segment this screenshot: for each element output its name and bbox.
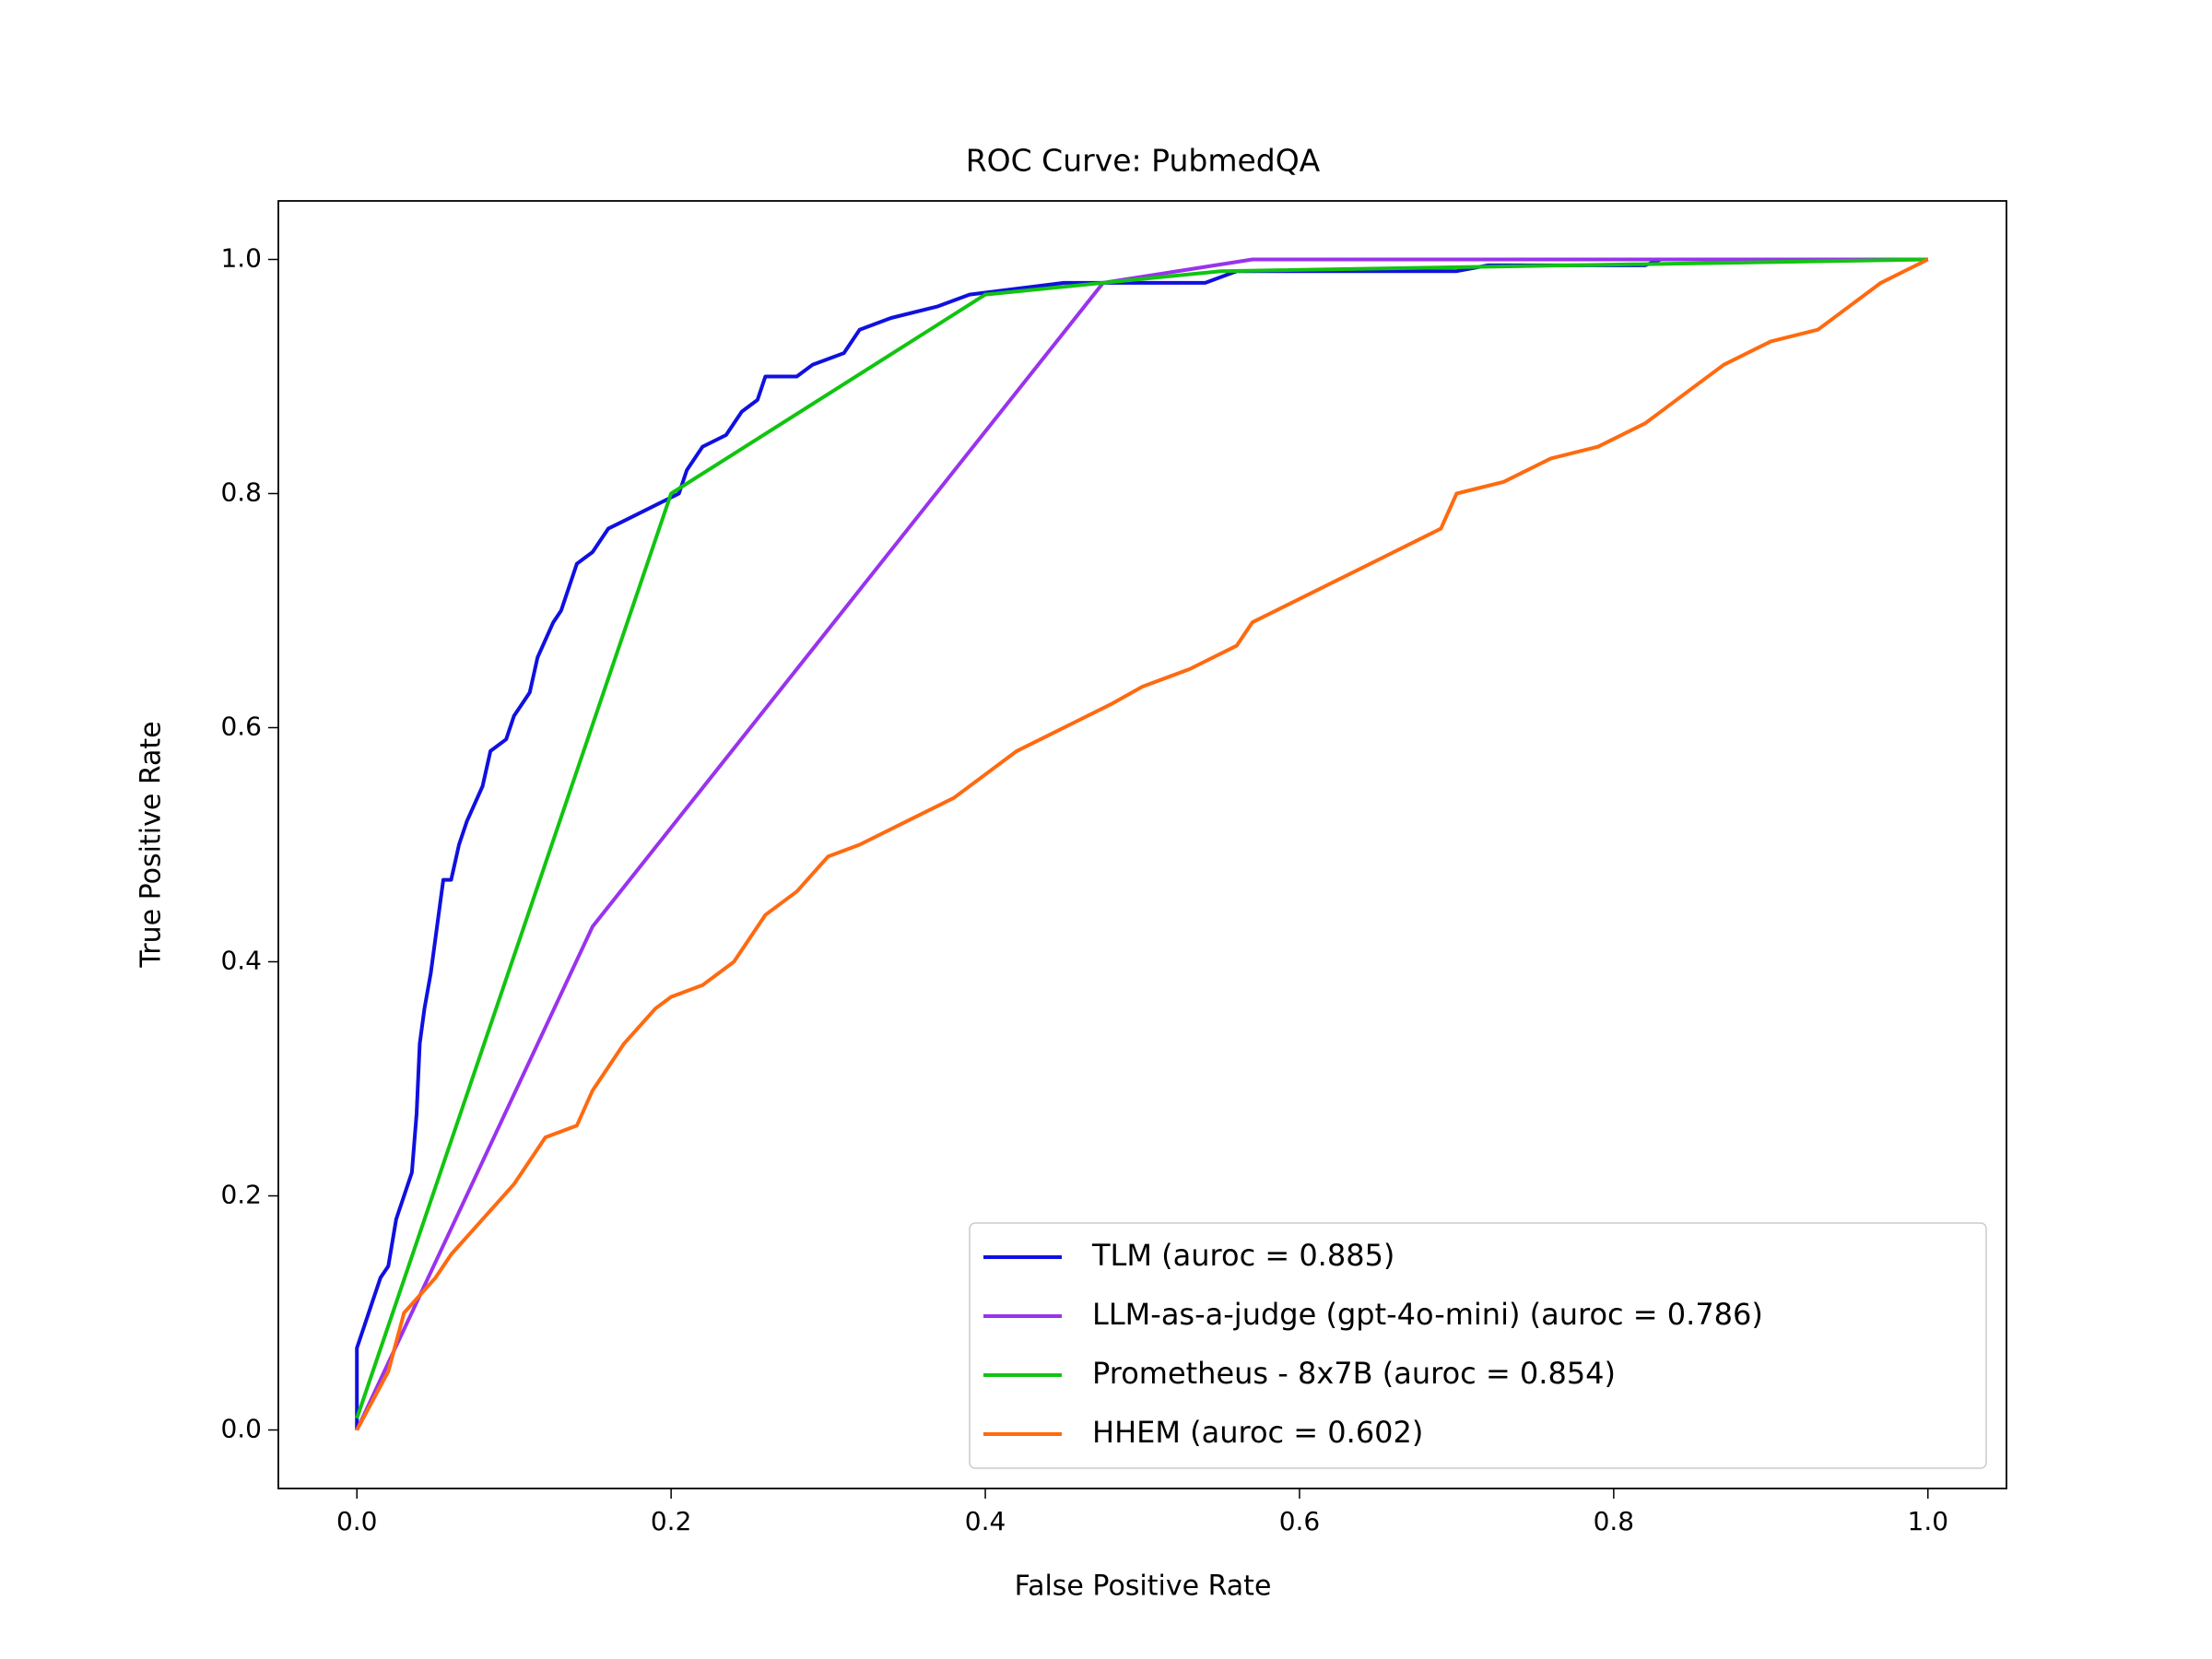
y-axis-label: True Positive Rate xyxy=(135,721,168,968)
y-tick-label: 1.0 xyxy=(220,243,262,274)
legend-label: Prometheus - 8x7B (auroc = 0.854) xyxy=(1092,1356,1616,1391)
y-tick-label: 0.8 xyxy=(220,477,262,508)
legend-box xyxy=(969,1222,1987,1469)
legend-label: HHEM (auroc = 0.602) xyxy=(1092,1415,1423,1450)
x-tick-label: 1.0 xyxy=(1908,1506,1949,1536)
y-tick-label: 0.4 xyxy=(220,946,262,976)
roc-line xyxy=(355,257,1928,1430)
plot-frame xyxy=(277,200,2007,1489)
chart-title: ROC Curve: PubmedQA xyxy=(966,143,1321,179)
x-tick-label: 0.0 xyxy=(336,1506,378,1536)
legend: TLM (auroc = 0.885) LLM-as-a-judge (gpt-4… xyxy=(969,1222,1987,1469)
x-axis-label: False Positive Rate xyxy=(1015,1571,1272,1603)
y-tick-label: 0.0 xyxy=(220,1414,262,1444)
roc-line xyxy=(355,257,1928,1419)
roc-line xyxy=(355,257,1929,1431)
y-tick-label: 0.2 xyxy=(220,1180,262,1210)
x-tick-label: 0.8 xyxy=(1594,1506,1635,1536)
y-tick-label: 0.6 xyxy=(220,712,262,742)
legend-label: LLM-as-a-judge (gpt-4o-mini) (auroc = 0.… xyxy=(1092,1297,1763,1332)
legend-label: TLM (auroc = 0.885) xyxy=(1091,1238,1394,1273)
x-tick-label: 0.4 xyxy=(965,1506,1006,1536)
x-tick-label: 0.2 xyxy=(651,1506,692,1536)
x-tick-label: 0.6 xyxy=(1279,1506,1321,1536)
